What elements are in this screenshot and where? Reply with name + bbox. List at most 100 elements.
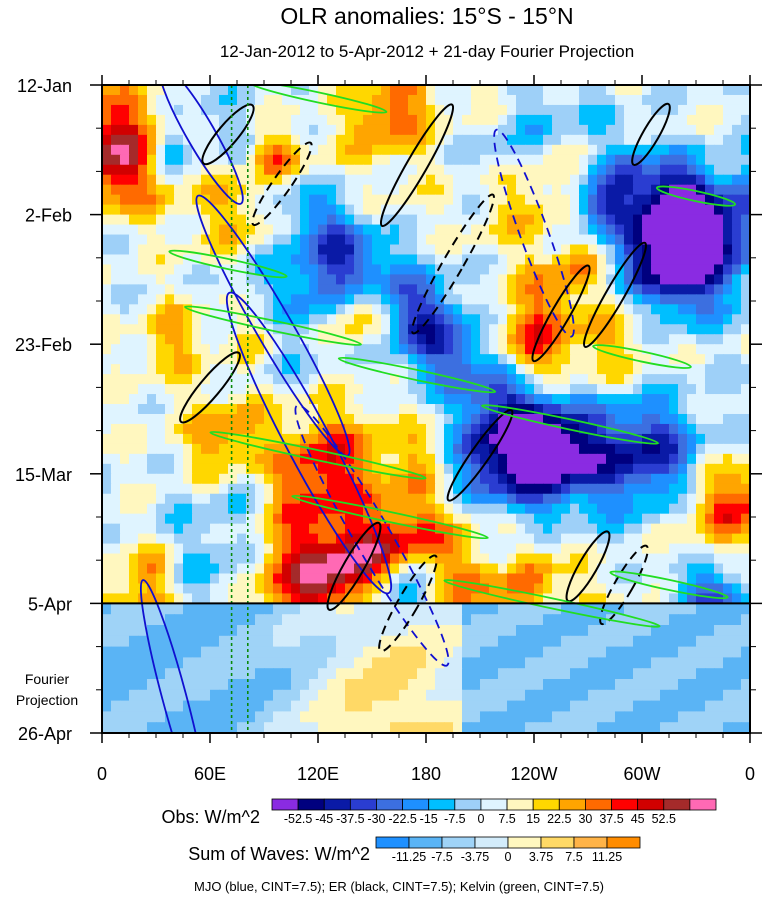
mjo-contour — [493, 128, 575, 338]
colorbar-swatch — [376, 798, 403, 811]
reference-lines — [230, 85, 249, 733]
kelvin-contour — [481, 404, 659, 445]
kelvin-contour — [291, 494, 489, 540]
colorbar-swatch — [428, 798, 456, 811]
colorbar-level-label: 3.75 — [529, 850, 553, 864]
colorbar-swatch — [271, 798, 299, 811]
mjo-contour — [195, 194, 351, 457]
er-contour — [379, 103, 455, 228]
colorbar-swatch — [573, 836, 608, 849]
projection-label: Fourier Projection — [16, 671, 78, 708]
kelvin-contour — [209, 430, 427, 480]
colorbar-swatch — [507, 836, 542, 849]
colorbar-level-label: 52.5 — [652, 812, 676, 826]
colorbar-level-label: 0 — [477, 812, 484, 826]
colorbar-swatch — [297, 798, 325, 811]
colorbar-swatch — [611, 798, 639, 811]
y-tick-label: 5-Apr — [28, 594, 72, 614]
mjo-contour — [225, 291, 393, 595]
kelvin-contour — [337, 356, 497, 394]
kelvin-contour — [592, 344, 692, 369]
colorbar-swatch — [454, 798, 482, 811]
kelvin-contour — [248, 85, 388, 114]
colorbar-swatch — [323, 798, 351, 811]
contour-legend: MJO (blue, CINT=7.5); ER (black, CINT=7.… — [194, 879, 604, 894]
colorbar-level-label: 15 — [526, 812, 540, 826]
colorbar-swatch — [408, 836, 443, 849]
colorbar-swatch — [349, 798, 377, 811]
colorbar-level-label: -7.5 — [444, 812, 466, 826]
colorbar-swatch — [558, 798, 586, 811]
chart-title: OLR anomalies: 15°S - 15°N — [280, 3, 573, 29]
colorbar-level-label: 0 — [505, 850, 512, 864]
er-contour — [599, 544, 649, 626]
er-contour — [201, 103, 255, 166]
kelvin-contour — [443, 579, 661, 628]
colorbar-swatch — [441, 836, 476, 849]
x-tick-label: 0 — [745, 764, 755, 784]
er-contour — [446, 408, 514, 502]
colorbar-level-label: 45 — [631, 812, 645, 826]
x-tick-label: 180 — [411, 764, 441, 784]
colorbar-swatch — [506, 798, 534, 811]
er-contour — [531, 264, 591, 363]
colorbar-level-label: -11.25 — [392, 850, 427, 864]
y-tick-label: 15-Mar — [15, 465, 72, 485]
er-contour — [583, 241, 647, 348]
x-tick-label: 60E — [194, 764, 226, 784]
colorbar-swatch — [689, 798, 717, 811]
wave-contours — [139, 85, 737, 733]
er-contour — [631, 102, 671, 166]
colorbar-level-label: -15 — [420, 812, 438, 826]
colorbar-swatch — [474, 836, 509, 849]
colorbar-swatch — [585, 798, 612, 811]
colorbar-swatch — [532, 798, 560, 811]
colorbar-level-label: -3.75 — [461, 850, 490, 864]
colorbar-level-label: -37.5 — [336, 812, 365, 826]
colorbar-swatch — [375, 836, 410, 849]
mjo-contour — [139, 579, 209, 733]
colorbar-level-label: -45 — [315, 812, 333, 826]
colorbar-swatch — [402, 798, 430, 811]
colorbar-level-label: 7.5 — [565, 850, 582, 864]
colorbar-level-label: 22.5 — [547, 812, 571, 826]
er-contour — [326, 521, 382, 611]
axes: 0 60E 120E 180 120W 60W 0 12-Jan 2-Feb 23-Feb 15-M… — [15, 75, 762, 784]
x-tick-label: 120E — [297, 764, 339, 784]
colorbar-swatch — [606, 836, 641, 849]
colorbar-swatch — [663, 798, 691, 811]
colorbar-level-label: 7.5 — [498, 812, 515, 826]
colorbar-level-label: -52.5 — [284, 812, 313, 826]
colorbar-level-label: -30 — [367, 812, 385, 826]
y-tick-label: 12-Jan — [17, 76, 72, 96]
plot-area: 0 60E 120E 180 120W 60W 0 12-Jan 2-Feb 23-Feb 15-M… — [15, 75, 762, 784]
colorbar-level-label: 11.25 — [592, 850, 622, 864]
colorbar-level-label: 37.5 — [599, 812, 623, 826]
er-contour — [378, 554, 438, 653]
mjo-contour — [158, 85, 244, 205]
kelvin-contour — [184, 305, 362, 346]
er-contour — [179, 351, 241, 424]
obs-colorbar: -52.5 -45 -37.5 -30 -22.5 -15 -7.5 0 7.5 15 22.5 30… — [271, 798, 717, 826]
olr-anomaly-heatmap — [102, 85, 750, 733]
er-contour — [411, 193, 495, 335]
er-contour — [251, 141, 313, 227]
kelvin-contour — [655, 185, 737, 207]
colorbar-swatch — [637, 798, 665, 811]
y-tick-label: 26-Apr — [18, 724, 72, 744]
obs-colorbar-label: Obs: W/m^2 — [162, 807, 260, 827]
kelvin-contour — [609, 570, 729, 600]
colorbar-swatch — [480, 798, 508, 811]
x-tick-label: 120W — [510, 764, 557, 784]
y-tick-label: 23-Feb — [15, 335, 72, 355]
colorbar-level-label: 30 — [578, 812, 592, 826]
x-tick-label: 0 — [97, 764, 107, 784]
kelvin-contour — [168, 249, 288, 279]
colorbar-level-label: -22.5 — [388, 812, 417, 826]
colorbar-swatch — [540, 836, 575, 849]
chart-subtitle: 12-Jan-2012 to 5-Apr-2012 + 21-day Fouri… — [220, 42, 634, 61]
waves-colorbar: -11.25 -7.5 -3.75 0 3.75 7.5 11.25 — [375, 836, 641, 864]
colorbar-level-label: -7.5 — [431, 850, 453, 864]
x-tick-label: 60W — [623, 764, 660, 784]
y-tick-label: 2-Feb — [25, 206, 72, 226]
